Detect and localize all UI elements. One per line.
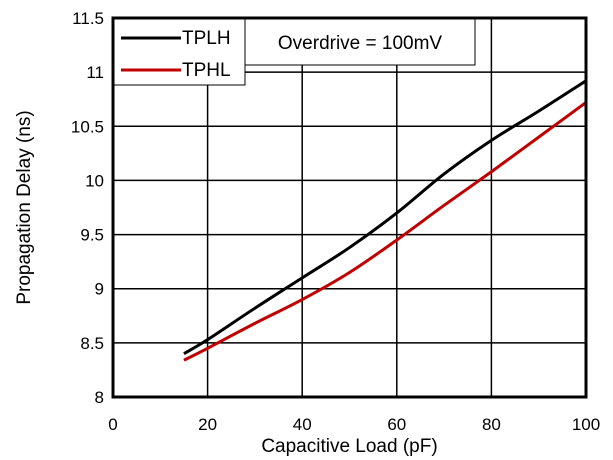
x-tick-label: 60 bbox=[387, 415, 406, 434]
x-tick-label: 80 bbox=[482, 415, 501, 434]
x-axis-label: Capacitive Load (pF) bbox=[261, 436, 437, 457]
y-tick-label: 8 bbox=[95, 388, 104, 407]
y-tick-label: 10 bbox=[85, 171, 104, 190]
annotation-box bbox=[244, 18, 476, 66]
y-tick-label: 11.5 bbox=[72, 9, 104, 28]
x-tick-label: 100 bbox=[572, 415, 600, 434]
annotation-text: Overdrive = 100mV bbox=[278, 33, 443, 54]
tick-labels: 0 20 40 60 80 100 8 8.5 9 9.5 10 10.5 11 11.5 bbox=[71, 9, 600, 434]
plot-frame bbox=[111, 16, 588, 399]
y-axis-label: Propagation Delay (ns) bbox=[14, 110, 35, 304]
y-tick-label: 8.5 bbox=[80, 334, 104, 353]
y-tick-label: 9.5 bbox=[80, 226, 104, 245]
grid-lines bbox=[113, 18, 586, 397]
legend-label-tphl: TPHL bbox=[182, 60, 231, 81]
y-tick-label: 9 bbox=[95, 280, 104, 299]
legend: TPLH TPHL bbox=[113, 18, 246, 86]
x-tick-label: 40 bbox=[293, 415, 312, 434]
series-line-tplh bbox=[183, 79, 587, 355]
y-tick-label: 11 bbox=[86, 63, 104, 82]
series-lines bbox=[183, 79, 587, 362]
y-tick-label: 10.5 bbox=[71, 117, 104, 136]
x-tick-label: 0 bbox=[108, 415, 117, 434]
series-line-tphl bbox=[183, 101, 587, 362]
legend-label-tplh: TPLH bbox=[182, 28, 231, 49]
x-tick-label: 20 bbox=[198, 415, 217, 434]
annotation-overdrive: Overdrive = 100mV bbox=[244, 18, 476, 66]
legend-box bbox=[113, 18, 246, 86]
